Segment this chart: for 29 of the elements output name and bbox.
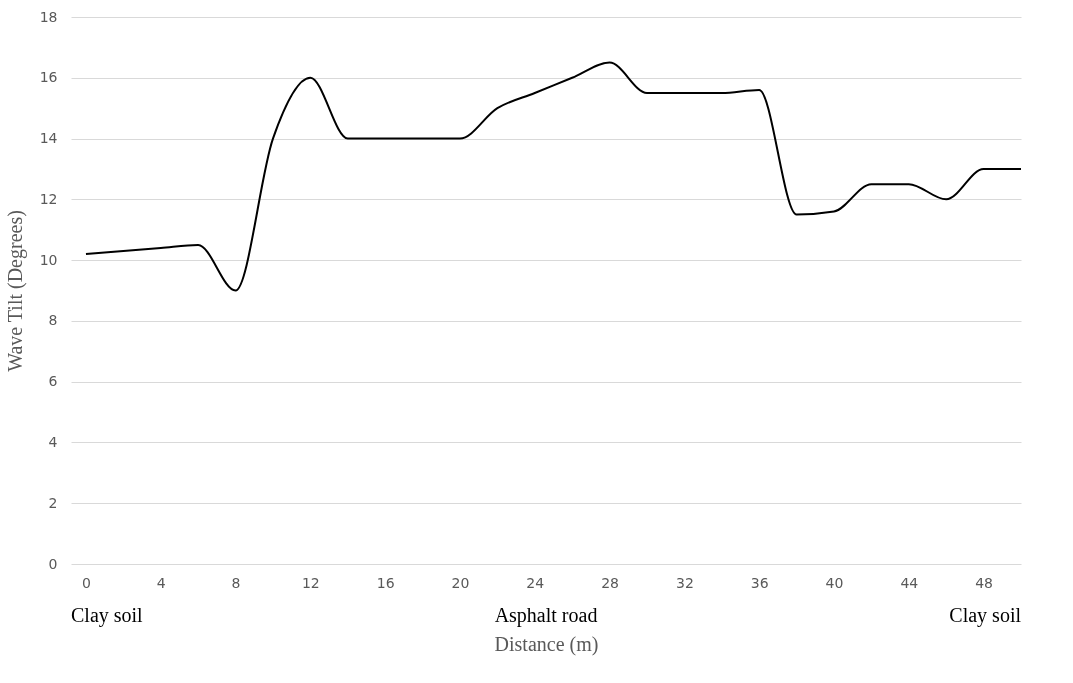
x-tick-label: 36 xyxy=(750,574,769,591)
x-tick-label: 20 xyxy=(451,574,470,591)
x-tick-label: 12 xyxy=(301,574,320,591)
x-tick-label: 32 xyxy=(675,574,694,591)
y-tick-label: 14 xyxy=(39,130,58,147)
y-tick-label: 0 xyxy=(48,555,58,572)
x-tick-label: 0 xyxy=(82,574,91,591)
x-tick-label: 8 xyxy=(231,574,241,591)
x-tick-label: 16 xyxy=(376,574,395,591)
text: Asphalt road xyxy=(494,604,598,627)
line-series xyxy=(84,61,1022,292)
y-tick-label: 8 xyxy=(48,312,58,329)
y-tick-label: 2 xyxy=(48,494,58,511)
y-tick-label: 6 xyxy=(48,373,58,390)
text: Clay soil xyxy=(71,604,144,627)
y-tick-label: 16 xyxy=(39,69,58,86)
y-tick-label: 18 xyxy=(39,8,58,25)
y-tick-label: 12 xyxy=(39,190,58,207)
y-axis-title: Wave Tilt (Degrees) xyxy=(3,210,27,372)
x-tick-label: 40 xyxy=(825,574,844,591)
x-tick-label: 4 xyxy=(156,574,166,591)
x-tick-label: 48 xyxy=(975,574,994,591)
y-tick-label: 4 xyxy=(48,433,58,450)
text: Clay soil xyxy=(949,604,1022,627)
x-axis-title: Distance (m) xyxy=(494,632,599,656)
y-tick-label: 10 xyxy=(39,251,58,268)
x-tick-label: 28 xyxy=(601,574,619,591)
x-tick-label: 44 xyxy=(900,574,919,591)
x-tick-label: 24 xyxy=(526,574,545,591)
